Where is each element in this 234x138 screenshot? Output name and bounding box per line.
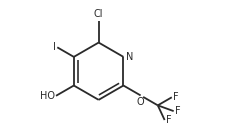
Text: O: O <box>137 97 144 107</box>
Text: F: F <box>166 115 172 125</box>
Text: F: F <box>173 92 179 102</box>
Text: Cl: Cl <box>94 9 103 19</box>
Text: HO: HO <box>40 91 55 101</box>
Text: N: N <box>126 52 133 62</box>
Text: F: F <box>175 106 181 116</box>
Text: I: I <box>53 42 56 52</box>
